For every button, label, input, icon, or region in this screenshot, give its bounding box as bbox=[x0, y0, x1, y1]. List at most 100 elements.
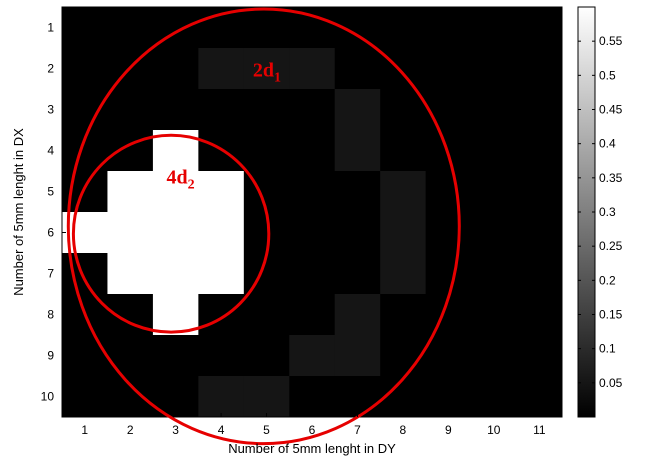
heatmap-cell bbox=[425, 253, 472, 295]
colorbar-tick-label: 0.1 bbox=[599, 342, 616, 356]
x-tick-label: 2 bbox=[127, 423, 134, 437]
heatmap-cell bbox=[380, 335, 427, 377]
heatmap-cell bbox=[152, 89, 199, 131]
heatmap-plot-area bbox=[61, 6, 563, 418]
heatmap-cell bbox=[471, 171, 518, 213]
y-tick-label: 4 bbox=[47, 144, 54, 158]
heatmap-cell bbox=[334, 48, 381, 90]
heatmap-cell bbox=[334, 335, 381, 377]
y-tick-label: 8 bbox=[47, 308, 54, 322]
x-tick-label: 10 bbox=[487, 423, 501, 437]
heatmap-cell bbox=[334, 253, 381, 295]
heatmap-cell bbox=[243, 376, 290, 418]
annotation-label: 4d2 bbox=[167, 166, 195, 192]
heatmap-cell bbox=[62, 7, 108, 49]
heatmap-cell bbox=[198, 171, 245, 213]
heatmap-cell bbox=[107, 171, 154, 213]
x-tick-label: 4 bbox=[218, 423, 225, 437]
colorbar-tick-label: 0.25 bbox=[599, 239, 623, 253]
heatmap-cell bbox=[243, 7, 290, 49]
y-tick-label: 5 bbox=[47, 185, 54, 199]
y-tick-label: 2 bbox=[47, 62, 54, 76]
heatmap-cell bbox=[152, 212, 199, 254]
y-tick-label: 3 bbox=[47, 103, 54, 117]
colorbar-tick-label: 0.5 bbox=[599, 68, 616, 82]
heatmap-cell bbox=[380, 294, 427, 336]
heatmap-cell bbox=[516, 130, 563, 172]
heatmap-cell bbox=[198, 89, 245, 131]
colorbar-tick-label: 0.15 bbox=[599, 308, 623, 322]
heatmap-cell bbox=[152, 48, 199, 90]
heatmap-cell bbox=[107, 7, 154, 49]
heatmap-cell bbox=[289, 7, 336, 49]
heatmap-cell bbox=[107, 212, 154, 254]
heatmap-cell bbox=[516, 212, 563, 254]
heatmap-cell bbox=[289, 253, 336, 295]
heatmap-cell bbox=[62, 48, 108, 90]
heatmap-cell bbox=[62, 376, 108, 418]
heatmap-cell bbox=[425, 335, 472, 377]
heatmap-cell bbox=[198, 48, 245, 90]
heatmap-cell bbox=[198, 376, 245, 418]
heatmap-cell bbox=[289, 212, 336, 254]
heatmap-cell bbox=[198, 253, 245, 295]
heatmap-cell bbox=[471, 294, 518, 336]
heatmap-cell bbox=[243, 48, 290, 90]
heatmap-cell bbox=[516, 48, 563, 90]
heatmap-cell bbox=[471, 376, 518, 418]
y-axis-ticks: 1 2 3 4 5 6 7 8 9 10 bbox=[41, 21, 66, 404]
heatmap-cell bbox=[198, 294, 245, 336]
heatmap-cell bbox=[243, 130, 290, 172]
annotation-base-text: 2d bbox=[253, 60, 274, 82]
annotation-label: 2d1 bbox=[253, 60, 281, 86]
heatmap-cell bbox=[425, 48, 472, 90]
heatmap-cell bbox=[289, 171, 336, 213]
heatmap-cell bbox=[289, 130, 336, 172]
x-tick-label: 7 bbox=[354, 423, 361, 437]
heatmap-cell bbox=[243, 89, 290, 131]
heatmap-cell bbox=[62, 89, 108, 131]
heatmap-cell bbox=[471, 335, 518, 377]
colorbar-tick-label: 0.45 bbox=[599, 103, 623, 117]
colorbar-tick-label: 0.35 bbox=[599, 171, 623, 185]
colorbar-tick-label: 0.3 bbox=[599, 205, 616, 219]
heatmap-cell bbox=[289, 335, 336, 377]
colorbar-tick-label: 0.05 bbox=[599, 376, 623, 390]
x-axis-ticks: 1 2 3 4 5 6 7 8 9 10 11 bbox=[81, 413, 546, 437]
heatmap-cell bbox=[516, 7, 563, 49]
x-axis-label: Number of 5mm lenght in DY bbox=[228, 441, 396, 456]
heatmap-cell bbox=[198, 212, 245, 254]
y-tick-label: 6 bbox=[47, 226, 54, 240]
x-tick-label: 1 bbox=[81, 423, 88, 437]
heatmap-cell bbox=[380, 48, 427, 90]
heatmap-cell bbox=[380, 212, 427, 254]
heatmap-cell bbox=[243, 335, 290, 377]
heatmap-cell bbox=[334, 89, 381, 131]
heatmap-cell bbox=[516, 171, 563, 213]
y-tick-label: 9 bbox=[47, 349, 54, 363]
annotation-circle bbox=[71, 133, 271, 334]
heatmap-cell bbox=[471, 253, 518, 295]
heatmap-cell bbox=[425, 171, 472, 213]
heatmap-cell bbox=[471, 7, 518, 49]
heatmap-cell bbox=[380, 253, 427, 295]
heatmap-cell bbox=[425, 89, 472, 131]
heatmap-cell bbox=[516, 335, 563, 377]
heatmap-cell bbox=[107, 89, 154, 131]
y-tick-label: 7 bbox=[47, 267, 54, 281]
heatmap-cell bbox=[107, 253, 154, 295]
y-axis-label: Number of 5mm lenght in DX bbox=[11, 128, 26, 296]
heatmap-cell bbox=[334, 130, 381, 172]
heatmap-cell bbox=[107, 376, 154, 418]
heatmap-cell bbox=[152, 253, 199, 295]
colorbar-tick-label: 0.4 bbox=[599, 137, 616, 151]
heatmap-cell bbox=[198, 335, 245, 377]
heatmap-cell bbox=[516, 253, 563, 295]
heatmap-cell bbox=[425, 212, 472, 254]
heatmap-cell bbox=[334, 171, 381, 213]
heatmap-cell bbox=[62, 335, 108, 377]
heatmap-cell bbox=[334, 212, 381, 254]
colorbar-tick-label: 0.2 bbox=[599, 273, 616, 287]
annotation-base-text: 4d bbox=[167, 166, 188, 188]
